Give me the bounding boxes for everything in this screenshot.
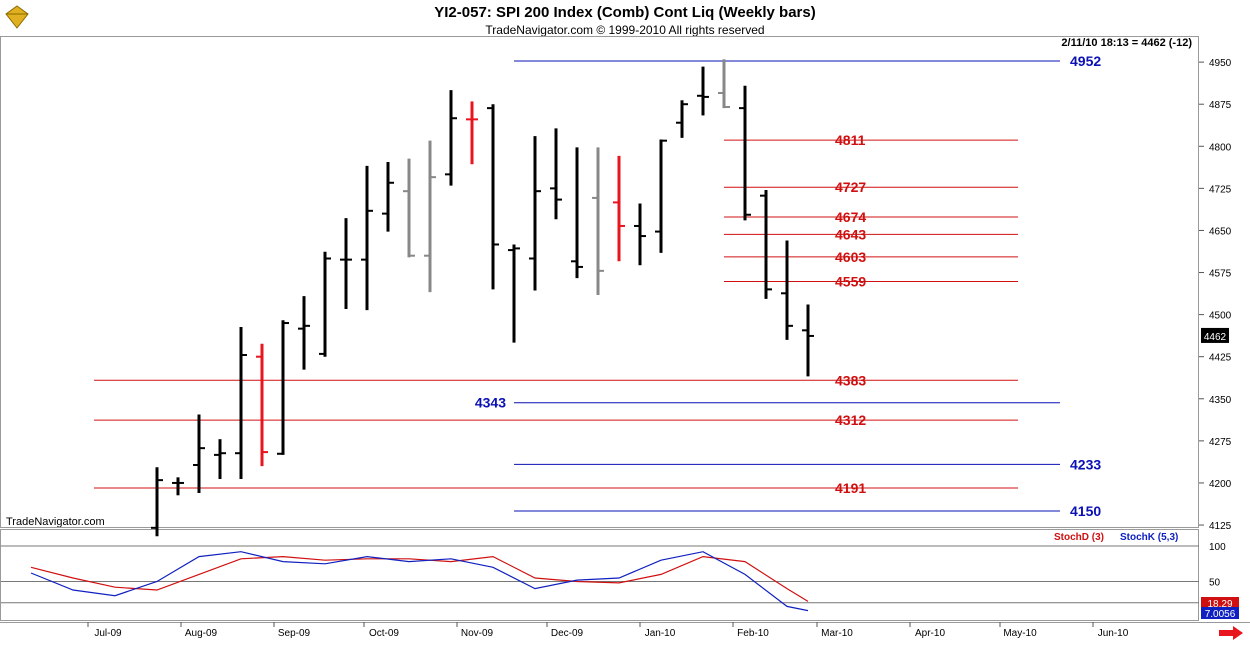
ohlc-bar — [382, 161, 394, 232]
ohlc-bar — [487, 104, 499, 290]
stoch-axis-label: 50 — [1209, 578, 1221, 589]
ohlc-bar — [613, 155, 625, 262]
ohlc-bar — [739, 85, 751, 221]
level-label-4233: 4233 — [1070, 456, 1101, 472]
tradenavigator-logo-icon — [4, 4, 30, 30]
scroll-right-arrow-icon[interactable] — [1218, 626, 1244, 640]
price-axis-label: 4725 — [1209, 184, 1232, 195]
stoch-d-readout: 18.29 — [1207, 599, 1232, 610]
level-label-4603: 4603 — [835, 249, 866, 265]
time-axis-label: Jan-10 — [645, 628, 676, 639]
ohlc-bar — [151, 467, 163, 537]
price-bars — [151, 59, 814, 537]
level-label-4312: 4312 — [835, 412, 866, 428]
copyright-line: TradeNavigator.com © 1999-2010 All right… — [485, 23, 765, 37]
stoch-series-k — [30, 551, 809, 612]
price-axis-label: 4200 — [1209, 479, 1232, 490]
time-axis-label: Oct-09 — [369, 628, 399, 639]
ohlc-bar — [550, 128, 562, 220]
level-label-4343: 4343 — [475, 395, 506, 411]
stoch-pane-frame — [0, 529, 1199, 621]
price-axis-label: 4125 — [1209, 521, 1232, 532]
time-axis: Jul-09 Aug-09 Sep-09 Oct-09 Nov-09 Dec-09 Jan-… — [87, 622, 1129, 639]
ohlc-bar — [235, 326, 247, 480]
time-axis-label: Apr-10 — [915, 628, 945, 639]
stoch-readouts: 18.29 7.0056 — [1201, 597, 1239, 620]
level-label-4952: 4952 — [1070, 53, 1101, 69]
ohlc-bar — [592, 147, 604, 295]
ohlc-bar — [508, 244, 520, 343]
last-price-tag: 4462 — [1204, 332, 1227, 343]
stoch-series-d — [30, 555, 809, 602]
ohlc-bar — [781, 240, 793, 340]
level-label-4191: 4191 — [835, 480, 866, 496]
ohlc-bar — [424, 140, 436, 293]
time-axis-label: May-10 — [1003, 628, 1037, 639]
ohlc-bar — [256, 343, 268, 467]
ohlc-bar — [634, 203, 646, 266]
brand-label: TradeNavigator.com — [6, 516, 105, 528]
time-axis-label: Feb-10 — [737, 628, 769, 639]
stochastic-pane: 100 50 — [1, 542, 1226, 612]
ohlc-bar — [172, 477, 184, 496]
ohlc-bar — [361, 165, 373, 311]
price-axis-label: 4950 — [1209, 58, 1232, 69]
ohlc-bar — [319, 251, 331, 357]
ohlc-bar — [676, 100, 688, 138]
price-axis-label: 4875 — [1209, 100, 1232, 111]
level-label-4643: 4643 — [835, 226, 866, 242]
ohlc-bar — [760, 190, 772, 299]
level-label-4674: 4674 — [835, 209, 866, 225]
price-axis-label: 4350 — [1209, 395, 1232, 406]
stoch-axis-label: 100 — [1209, 542, 1226, 553]
time-axis-label: Dec-09 — [551, 628, 584, 639]
time-axis-label: Nov-09 — [461, 628, 494, 639]
ohlc-bar — [529, 136, 541, 291]
ohlc-bar — [697, 66, 709, 116]
stoch-k-readout: 7.0056 — [1205, 609, 1236, 620]
price-axis-label: 4650 — [1209, 226, 1232, 237]
ohlc-bar — [718, 59, 730, 109]
price-axis-label: 4500 — [1209, 311, 1232, 322]
last-quote-readout: 2/11/10 18:13 = 4462 (-12) — [1061, 37, 1192, 49]
ohlc-bar — [277, 320, 289, 455]
price-axis-label: 4800 — [1209, 142, 1232, 153]
time-axis-label: Sep-09 — [278, 628, 311, 639]
level-label-4150: 4150 — [1070, 503, 1101, 519]
ohlc-bar — [571, 147, 583, 279]
price-axis: 4950 4875 4800 4725 4650 4575 4500 4425 4350 4275… — [1199, 58, 1232, 532]
price-axis-label: 4275 — [1209, 437, 1232, 448]
price-axis-label: 4575 — [1209, 269, 1232, 280]
ohlc-bar — [340, 218, 352, 310]
ohlc-bar — [298, 296, 310, 370]
legend-stoch-d: StochD (3) — [1054, 532, 1104, 543]
ohlc-bar — [466, 101, 478, 165]
legend-stoch-k: StochK (5,3) — [1120, 532, 1179, 543]
ohlc-bar — [403, 158, 415, 258]
level-label-4811: 4811 — [835, 132, 866, 148]
time-axis-label: Jun-10 — [1098, 628, 1129, 639]
ohlc-bar — [655, 139, 667, 253]
ohlc-bar — [214, 439, 226, 480]
ohlc-bar — [193, 414, 205, 494]
time-axis-label: Jul-09 — [94, 628, 122, 639]
level-label-4727: 4727 — [835, 179, 866, 195]
ohlc-bar — [445, 90, 457, 186]
time-axis-label: Mar-10 — [821, 628, 853, 639]
level-label-4559: 4559 — [835, 274, 866, 290]
time-axis-label: Aug-09 — [185, 628, 218, 639]
price-axis-label: 4425 — [1209, 353, 1232, 364]
last-price-marker: 4462 — [1201, 327, 1229, 343]
level-label-4383: 4383 — [835, 372, 866, 388]
chart-title: YI2-057: SPI 200 Index (Comb) Cont Liq (… — [434, 4, 816, 21]
ohlc-bar — [802, 304, 814, 377]
price-pane-frame — [0, 36, 1199, 528]
